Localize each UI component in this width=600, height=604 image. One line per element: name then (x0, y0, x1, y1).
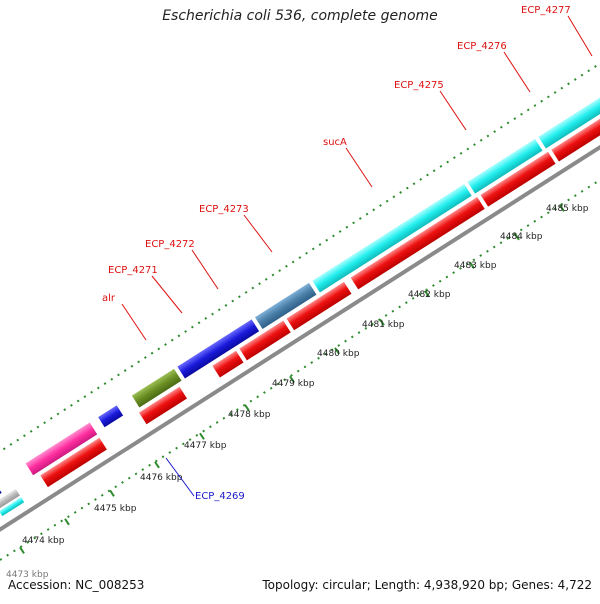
scale-label-4479: 4479 kbp (272, 379, 315, 389)
scale-tick (64, 518, 70, 526)
map-title: Escherichia coli 536, complete genome (162, 8, 438, 24)
gene-label-ECP_4276: ECP_4276 (457, 41, 507, 52)
callout-ECP_4273 (243, 214, 273, 253)
scale-tick (379, 318, 385, 326)
gene-blue-small (98, 405, 124, 428)
gene-arrow-red (212, 350, 244, 378)
topology-label: Topology: circular; Length: 4,938,920 bp… (262, 578, 592, 592)
gene-gray-box (0, 488, 20, 510)
genome-backbone (0, 138, 600, 550)
strand-reverse (40, 106, 600, 488)
forward-track (0, 93, 600, 550)
gene-label-sucA: sucA (323, 137, 347, 148)
gene-cyan-small (0, 497, 25, 517)
gene-alr-box (131, 368, 182, 408)
gene-label-ECP_4269: ECP_4269 (195, 491, 245, 502)
callout-sucA (345, 147, 373, 188)
scale-label-4480: 4480 kbp (317, 349, 360, 359)
scale-labels: 4474 kbp 4475 kbp 4476 kbp 4477 kbp 4478… (6, 204, 589, 580)
gene-arrow-red (138, 386, 188, 425)
accession-label: Accession: NC_008253 (8, 578, 145, 592)
scale-tick (334, 347, 340, 355)
gene-callouts (121, 15, 593, 341)
scale-tick (469, 261, 475, 269)
gene-arrow-red (480, 151, 556, 207)
scale-tick (559, 204, 565, 212)
gene-ECP_4277-box (538, 93, 600, 149)
scale-tick (154, 461, 160, 469)
gene-label-ECP_4277: ECP_4277 (521, 5, 571, 16)
gene-label-ECP_4273: ECP_4273 (199, 204, 249, 215)
scale-tick (244, 404, 250, 412)
scale-label-4478: 4478 kbp (228, 410, 271, 420)
scale-tick (289, 375, 295, 383)
gene-arrow-red (40, 437, 107, 488)
gene-ECP_4271-box (177, 319, 260, 379)
gene-sucA-box (312, 183, 472, 293)
scale-label-4485: 4485 kbp (546, 204, 589, 214)
gene-label-ECP_4275: ECP_4275 (394, 80, 444, 91)
gene-label-ECP_4272: ECP_4272 (145, 239, 195, 250)
scale-tick (109, 489, 115, 497)
scale-label-4484: 4484 kbp (500, 232, 543, 242)
scale-label-4483: 4483 kbp (454, 261, 497, 271)
gene-arrow-red (551, 106, 600, 162)
callout-ECP_4272 (191, 249, 219, 290)
gene-pink-box (25, 422, 98, 476)
scale-label-4474: 4474 kbp (22, 536, 65, 546)
scale-label-4481: 4481 kbp (362, 320, 405, 330)
gene-label-ECP_4271: ECP_4271 (108, 265, 158, 276)
strand-forward (0, 93, 600, 517)
callout-ECP_4276 (503, 51, 531, 93)
scale-tick (514, 233, 520, 241)
callout-ECP_4275 (439, 90, 467, 131)
scale-tick (19, 546, 25, 554)
callout-ECP_4277 (567, 15, 593, 57)
gene-arrow-red (286, 281, 352, 331)
scale-tick (199, 432, 205, 440)
callout-ECP_4269 (165, 457, 195, 497)
scale-label-4476: 4476 kbp (140, 473, 183, 483)
gene-arrow-red (239, 320, 291, 361)
scale-label-4475: 4475 kbp (94, 504, 137, 514)
gene-label-alr: alr (102, 293, 116, 304)
gene-ECP_4273-box (254, 282, 317, 330)
scale-label-4477: 4477 kbp (184, 441, 227, 451)
scale-tick (424, 290, 430, 298)
gene-arrow-red (350, 197, 485, 290)
scale-ticks (19, 204, 565, 554)
scale-label-4473-truncated: 4473 kbp (6, 570, 49, 580)
callout-alr (121, 303, 147, 341)
outer-tick-ring (0, 62, 600, 453)
scale-label-4482: 4482 kbp (408, 290, 451, 300)
callout-ECP_4271 (151, 275, 183, 314)
gene-ECP_4276-box (467, 138, 543, 194)
gene-labels: alr ECP_4271 ECP_4272 ECP_4273 sucA ECP_… (102, 5, 571, 304)
